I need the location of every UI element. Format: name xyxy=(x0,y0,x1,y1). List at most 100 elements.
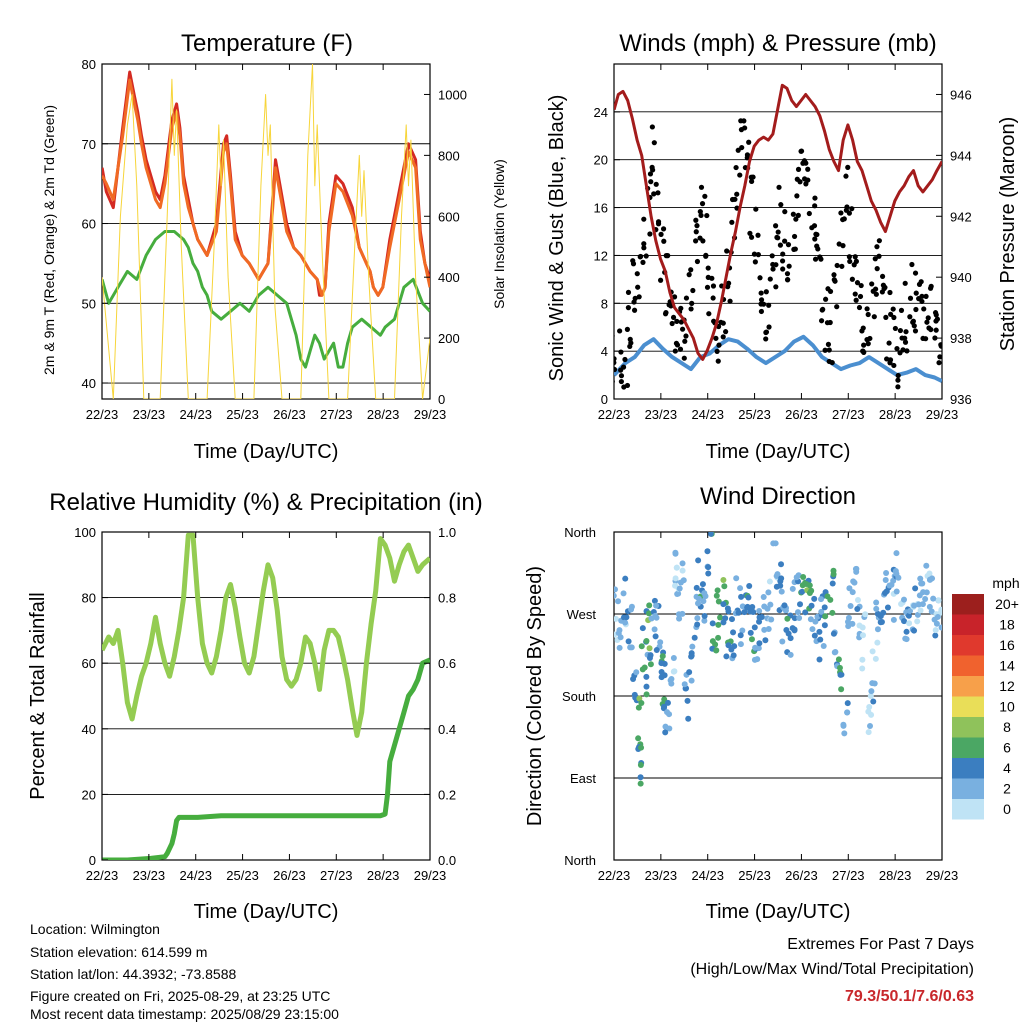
direction-point xyxy=(638,699,645,706)
direction-point xyxy=(830,630,837,637)
gust-point xyxy=(694,258,701,265)
direction-point xyxy=(688,677,695,684)
direction-point xyxy=(903,628,910,635)
x-tick-label: 27/23 xyxy=(320,407,353,422)
gust-point xyxy=(909,261,915,268)
direction-point xyxy=(854,605,861,612)
gust-point xyxy=(913,290,919,296)
gust-point xyxy=(911,323,917,329)
legend-swatch xyxy=(952,717,984,738)
x-tick-label: 25/23 xyxy=(226,868,259,883)
gust-point xyxy=(892,325,898,332)
direction-point xyxy=(638,643,645,650)
direction-point xyxy=(872,655,879,662)
gust-point xyxy=(785,242,792,248)
direction-point xyxy=(935,597,942,604)
direction-point xyxy=(661,703,668,710)
humidity-panel: Relative Humidity (%) & Precipitation (i… xyxy=(27,489,483,923)
y-right-tick-label: 600 xyxy=(438,209,460,224)
temperature-ylabel-right: Solar Insolation (Yellow) xyxy=(491,159,507,309)
gust-point xyxy=(776,184,782,190)
direction-point xyxy=(638,744,645,751)
direction-point xyxy=(765,589,772,596)
gust-point xyxy=(834,304,840,310)
legend-swatch xyxy=(952,676,984,697)
direction-point xyxy=(756,614,763,621)
legend-label: 20+ xyxy=(995,596,1019,612)
gust-point xyxy=(641,241,647,247)
y-tick-label: 70 xyxy=(82,137,96,152)
gust-point xyxy=(811,223,818,229)
direction-point xyxy=(808,587,815,594)
direction-point xyxy=(859,665,866,672)
direction-point xyxy=(845,614,852,621)
direction-point xyxy=(781,602,788,609)
y-right-tick-label: 944 xyxy=(950,148,972,163)
gust-point xyxy=(713,335,719,341)
gust-point xyxy=(618,349,624,355)
direction-point xyxy=(643,683,650,690)
direction-point xyxy=(651,597,658,604)
gust-point xyxy=(869,281,875,287)
gust-point xyxy=(844,204,850,210)
gust-point xyxy=(836,241,842,247)
legend-label: 16 xyxy=(999,637,1015,653)
direction-point xyxy=(639,625,646,632)
x-tick-label: 24/23 xyxy=(179,407,212,422)
gust-point xyxy=(864,306,870,312)
direction-point xyxy=(681,681,688,688)
direction-point xyxy=(653,647,660,654)
gust-point xyxy=(827,288,834,295)
direction-point xyxy=(750,608,757,615)
gust-point xyxy=(693,217,699,223)
direction-point xyxy=(893,550,900,557)
gust-point xyxy=(912,270,919,276)
x-tick-label: 24/23 xyxy=(691,407,724,422)
legend-label: 14 xyxy=(999,658,1015,674)
gust-point xyxy=(757,275,763,281)
gust-point xyxy=(753,206,759,212)
gust-point xyxy=(693,238,699,244)
gust-point xyxy=(625,305,632,311)
gust-point xyxy=(710,283,717,289)
legend-swatch xyxy=(952,594,984,615)
direction-point xyxy=(867,692,874,699)
x-tick-label: 28/23 xyxy=(367,868,400,883)
gust-point xyxy=(750,174,756,180)
gust-point xyxy=(766,302,772,308)
gust-point xyxy=(856,304,863,311)
direction-point xyxy=(852,566,859,573)
gust-point xyxy=(873,286,879,292)
legend-title: mph xyxy=(992,575,1019,591)
gust-point xyxy=(627,336,633,342)
gust-point xyxy=(932,335,938,341)
gust-point xyxy=(857,293,864,300)
direction-point xyxy=(720,601,727,608)
direction-point xyxy=(868,688,875,695)
x-tick-label: 22/23 xyxy=(86,407,119,422)
direction-point xyxy=(637,780,644,787)
direction-point xyxy=(930,595,937,602)
gust-point xyxy=(674,318,680,324)
direction-title: Wind Direction xyxy=(700,483,856,510)
direction-point xyxy=(622,575,629,582)
gust-point xyxy=(921,306,927,312)
gust-point xyxy=(748,234,755,240)
direction-point xyxy=(817,636,824,643)
x-tick-label: 24/23 xyxy=(691,868,724,883)
gust-point xyxy=(751,251,758,257)
gust-point xyxy=(747,230,753,236)
direction-point xyxy=(768,616,775,623)
gust-point xyxy=(617,328,623,334)
direction-point xyxy=(901,596,907,603)
gust-point xyxy=(755,252,761,258)
direction-point xyxy=(893,588,900,595)
winds-title: Winds (mph) & Pressure (mb) xyxy=(619,30,936,57)
gust-point xyxy=(689,300,695,306)
gust-point xyxy=(784,271,791,277)
x-tick-label: 25/23 xyxy=(226,407,259,422)
direction-point xyxy=(873,599,880,606)
gust-point xyxy=(688,306,694,312)
gust-point xyxy=(693,229,699,235)
gust-point xyxy=(812,256,819,262)
